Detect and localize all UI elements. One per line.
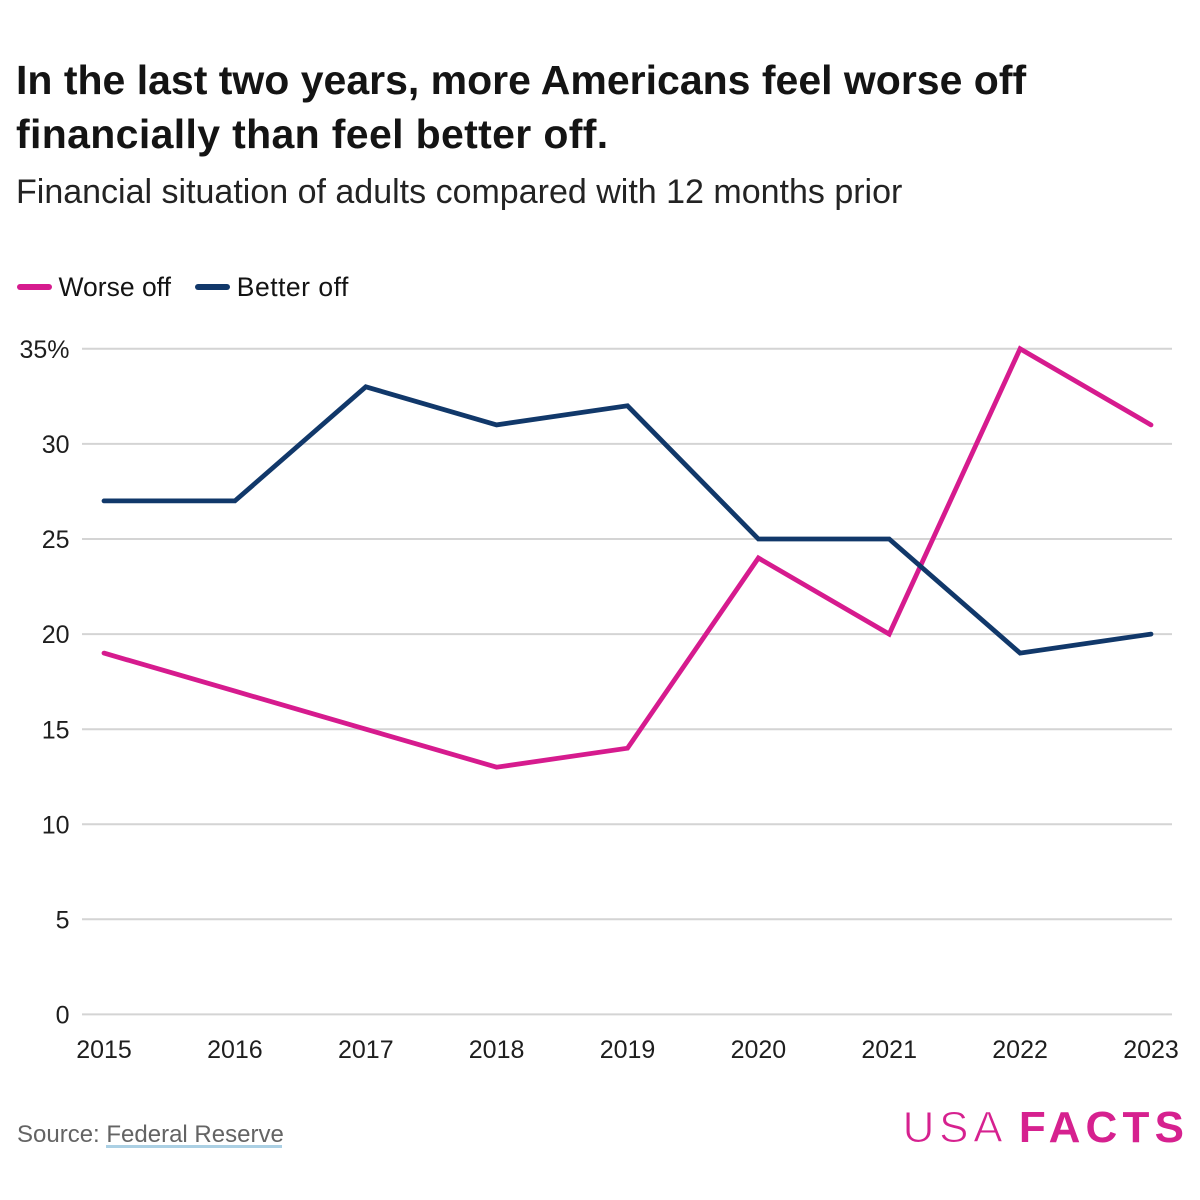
svg-text:25: 25 [42,526,70,554]
svg-text:2015: 2015 [76,1036,132,1064]
svg-text:10: 10 [42,811,70,839]
svg-text:20: 20 [42,621,70,649]
svg-text:2023: 2023 [1123,1036,1179,1064]
svg-text:15: 15 [42,716,70,744]
svg-text:30: 30 [42,431,70,459]
svg-text:2016: 2016 [207,1036,263,1064]
svg-text:2019: 2019 [600,1036,656,1064]
svg-text:0: 0 [56,1002,70,1030]
svg-text:2022: 2022 [992,1036,1048,1064]
svg-text:2018: 2018 [469,1036,525,1064]
svg-text:2020: 2020 [731,1036,787,1064]
svg-text:2021: 2021 [861,1036,917,1064]
svg-text:5: 5 [56,906,70,934]
svg-text:35%: 35% [19,336,69,364]
svg-text:2017: 2017 [338,1036,394,1064]
